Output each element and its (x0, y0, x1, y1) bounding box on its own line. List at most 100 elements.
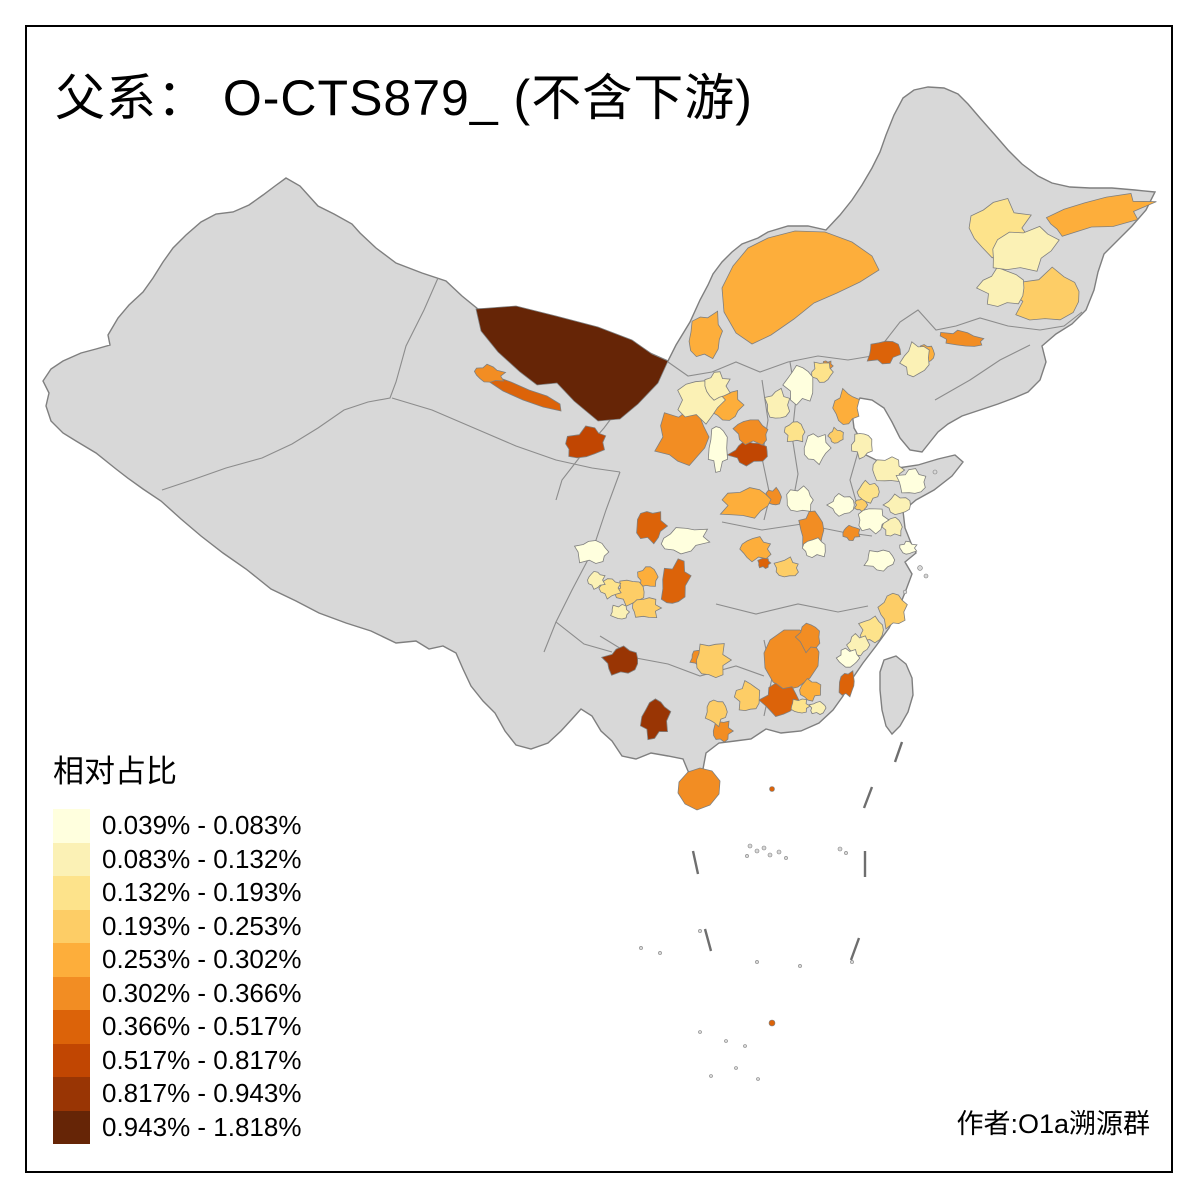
islet (658, 951, 662, 955)
map-region (895, 468, 927, 494)
map-region-islet (769, 786, 775, 792)
dash-segment (849, 937, 861, 961)
map-region (790, 698, 811, 714)
map-region (857, 508, 890, 535)
legend-bin-row: 0.366% - 0.517% (53, 1010, 301, 1044)
map-region (660, 527, 711, 555)
map-region (677, 767, 721, 811)
legend-bin-row: 0.943% - 1.818% (53, 1110, 302, 1144)
legend-swatch (53, 943, 90, 977)
map-region (733, 680, 761, 712)
islet (755, 960, 759, 964)
page-title: 父系： O-CTS879_ (不含下游) (55, 70, 753, 126)
map-region (808, 700, 827, 715)
legend-swatch (53, 976, 90, 1010)
map-region (825, 492, 855, 517)
islet (745, 854, 749, 858)
map-region (587, 570, 606, 590)
map-region (565, 425, 607, 459)
map-region (707, 426, 729, 473)
map-region (475, 305, 669, 422)
map-region (877, 592, 908, 630)
legend-bin-label: 0.517% - 0.817% (102, 1044, 302, 1075)
islet (709, 1074, 713, 1078)
islet (756, 1077, 760, 1081)
small-islands (639, 469, 938, 1081)
islet (776, 849, 782, 855)
legend-bin-row: 0.302% - 0.366% (53, 976, 302, 1010)
map-region (704, 371, 731, 401)
islet (743, 1044, 747, 1048)
legend-bin-row: 0.253% - 0.302% (53, 943, 301, 977)
map-region (782, 364, 814, 406)
legend-bin-row: 0.517% - 0.817% (53, 1043, 302, 1077)
map-region (688, 310, 723, 360)
map-region (882, 493, 911, 516)
map-region (856, 479, 880, 504)
legend-swatch (53, 1010, 90, 1044)
map-region (636, 511, 669, 545)
islet (698, 1030, 702, 1034)
map-region-islet (768, 1019, 776, 1027)
legend-swatch (53, 1077, 90, 1111)
map-region (803, 433, 832, 466)
legend-bin-label: 0.366% - 0.517% (102, 1011, 302, 1042)
map-region (783, 421, 806, 443)
map-region (835, 647, 861, 668)
map-region (1045, 193, 1157, 237)
legend-bin-row: 0.083% - 0.132% (53, 842, 302, 876)
map-region (773, 556, 799, 578)
map-region (696, 643, 733, 679)
legend-bin-label: 0.253% - 0.302% (102, 944, 302, 975)
map-region (786, 485, 814, 512)
dash-segment (862, 786, 874, 809)
legend: 相对占比 0.039% - 0.083% 0.083% - 0.132% 0.132… (53, 746, 301, 1144)
legend-rows: 0.039% - 0.083% 0.083% - 0.132% 0.132% - 0… (53, 809, 301, 1144)
legend-bin-label: 0.039% - 0.083% (102, 810, 302, 841)
legend-swatch (53, 909, 90, 943)
legend-bin-row: 0.132% - 0.193% (53, 876, 301, 910)
islet (747, 843, 753, 849)
legend-bin-label: 0.083% - 0.132% (102, 843, 302, 874)
map-region (719, 487, 772, 519)
islet (850, 960, 854, 964)
islet (932, 469, 938, 475)
islet (837, 846, 843, 852)
islet (754, 848, 760, 854)
islet (734, 1066, 738, 1070)
map-region (764, 387, 791, 419)
islet (923, 573, 929, 579)
islet (761, 845, 767, 851)
legend-swatch (53, 1043, 90, 1077)
legend-bin-row: 0.193% - 0.253% (53, 909, 302, 943)
legend-title: 相对占比 (53, 754, 177, 789)
legend-bin-label: 0.943% - 1.818% (102, 1111, 302, 1142)
legend-bin-row: 0.039% - 0.083% (53, 809, 301, 843)
map-region (842, 524, 861, 542)
map-region (704, 699, 728, 728)
map-region (832, 387, 860, 425)
islet (724, 1039, 728, 1043)
dash-segment (691, 850, 700, 875)
legend-bin-label: 0.302% - 0.366% (102, 977, 302, 1008)
islet (844, 851, 848, 855)
legend-swatch (53, 809, 90, 843)
islet (698, 929, 702, 933)
map-region (610, 603, 631, 620)
dash-segment (893, 741, 904, 763)
map-region (975, 266, 1025, 307)
map-region (632, 597, 663, 619)
map-region (939, 329, 985, 347)
legend-swatch (53, 1110, 90, 1144)
credit-text: 作者:O1a溯源群 (956, 1109, 1150, 1139)
map-region (739, 536, 772, 563)
map-region (811, 361, 834, 383)
map-region (866, 340, 902, 365)
legend-bin-label: 0.193% - 0.253% (102, 910, 302, 941)
islet (767, 852, 773, 858)
legend-bin-label: 0.817% - 0.943% (102, 1078, 302, 1109)
islet (639, 946, 643, 950)
islet (917, 565, 923, 571)
map-region (838, 670, 855, 698)
